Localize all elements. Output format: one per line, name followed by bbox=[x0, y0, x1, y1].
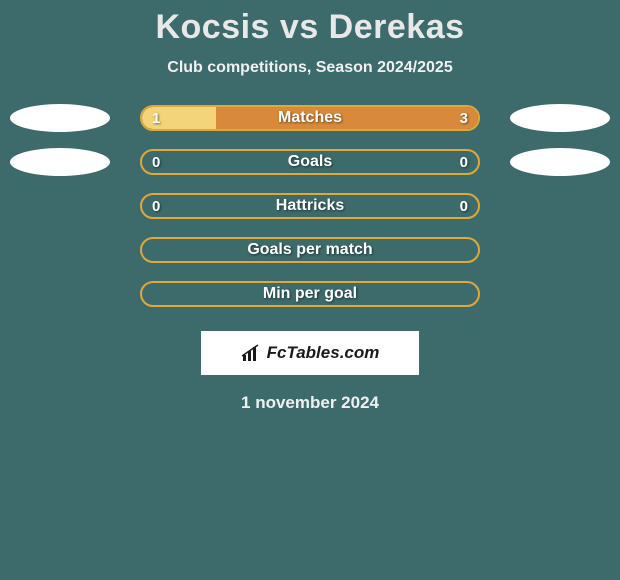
stat-row: Min per goal bbox=[0, 281, 620, 307]
stat-bar: Goals per match bbox=[140, 237, 480, 263]
player-ellipse-left bbox=[10, 104, 110, 132]
stat-label: Goals bbox=[288, 153, 332, 171]
logo-box: FcTables.com bbox=[201, 331, 419, 375]
date-text: 1 november 2024 bbox=[0, 393, 620, 413]
stat-label: Goals per match bbox=[247, 241, 372, 259]
stat-row: 0 0 Goals bbox=[0, 149, 620, 175]
stat-value-left: 0 bbox=[152, 198, 160, 215]
stat-rows: 1 3 Matches 0 0 Goals 0 0 Hattricks Goals per mat… bbox=[0, 105, 620, 307]
player-ellipse-left bbox=[10, 148, 110, 176]
stat-bar: 1 3 Matches bbox=[140, 105, 480, 131]
player-ellipse-right bbox=[510, 104, 610, 132]
stat-bar: 0 0 Hattricks bbox=[140, 193, 480, 219]
stat-row: 0 0 Hattricks bbox=[0, 193, 620, 219]
subtitle: Club competitions, Season 2024/2025 bbox=[0, 59, 620, 77]
stat-value-left: 0 bbox=[152, 154, 160, 171]
stat-value-right: 3 bbox=[460, 110, 468, 127]
stat-label: Matches bbox=[278, 109, 342, 127]
page-title: Kocsis vs Derekas bbox=[0, 8, 620, 47]
bar-fill-right bbox=[216, 107, 478, 129]
stats-container: Kocsis vs Derekas Club competitions, Sea… bbox=[0, 0, 620, 413]
stat-row: Goals per match bbox=[0, 237, 620, 263]
logo-text: FcTables.com bbox=[267, 343, 380, 363]
player-ellipse-right bbox=[510, 148, 610, 176]
stat-value-left: 1 bbox=[152, 110, 160, 127]
logo: FcTables.com bbox=[241, 343, 380, 363]
bars-icon bbox=[241, 344, 263, 362]
stat-label: Min per goal bbox=[263, 285, 357, 303]
stat-bar: Min per goal bbox=[140, 281, 480, 307]
stat-row: 1 3 Matches bbox=[0, 105, 620, 131]
stat-value-right: 0 bbox=[460, 198, 468, 215]
stat-label: Hattricks bbox=[276, 197, 344, 215]
stat-bar: 0 0 Goals bbox=[140, 149, 480, 175]
stat-value-right: 0 bbox=[460, 154, 468, 171]
